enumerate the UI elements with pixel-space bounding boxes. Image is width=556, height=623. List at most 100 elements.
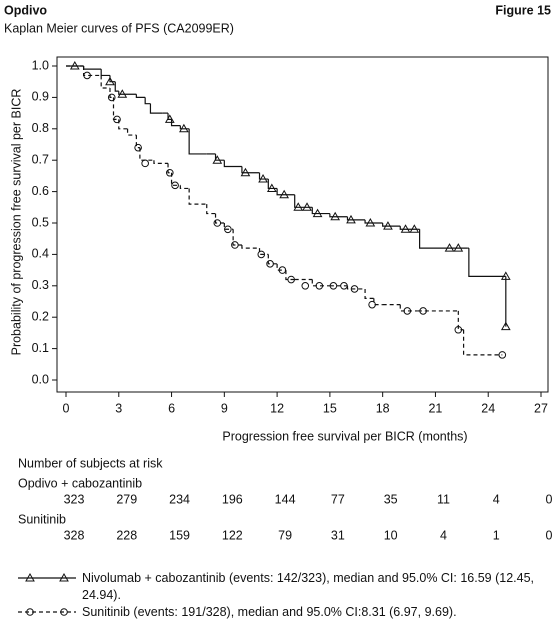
km-step	[214, 213, 225, 224]
censor-mark	[25, 572, 35, 582]
censor-mark	[179, 123, 189, 133]
at-risk-count: 122	[222, 528, 243, 542]
y-tick-label: 0.0	[32, 372, 49, 386]
km-step	[118, 91, 137, 95]
km-step	[241, 244, 260, 249]
censor-mark	[113, 115, 121, 124]
km-step	[311, 207, 330, 215]
censor-mark	[312, 208, 323, 218]
km-step	[232, 229, 242, 246]
at-risk-count: 4	[440, 528, 447, 542]
at-risk-count: 79	[278, 528, 292, 542]
km-step	[139, 147, 154, 161]
km-step	[82, 66, 102, 70]
km-step	[382, 223, 401, 227]
km-step	[109, 87, 114, 98]
chart-title: Kaplan Meier curves of PFS (CA2099ER)	[4, 21, 234, 35]
censor-mark	[83, 71, 91, 80]
censor-mark	[278, 266, 287, 274]
at-risk-count: 0	[546, 492, 553, 506]
km-step	[144, 97, 151, 105]
at-risk-count: 328	[64, 528, 85, 542]
at-risk-count: 31	[331, 528, 345, 542]
km-step	[135, 94, 146, 98]
censor-mark	[453, 243, 464, 252]
at-risk-count: 10	[384, 528, 398, 542]
censor-mark	[498, 351, 507, 359]
censor-mark	[454, 325, 463, 334]
km-step	[170, 119, 181, 127]
at-risk-count: 279	[116, 492, 137, 506]
y-tick-label: 0.8	[32, 121, 49, 135]
km-step	[188, 128, 207, 155]
at-risk-count: 35	[384, 492, 398, 506]
km-step	[276, 188, 295, 196]
km-step	[126, 128, 137, 136]
censor-mark	[165, 168, 174, 177]
km-step	[276, 263, 286, 271]
x-tick-label: 24	[481, 401, 495, 415]
at-risk-count: 1	[493, 528, 500, 542]
y-tick-label: 0.5	[32, 215, 49, 229]
km-step	[346, 216, 366, 221]
censor-mark	[257, 250, 266, 259]
km-step	[100, 75, 110, 89]
km-step	[135, 135, 140, 149]
censor-mark	[293, 202, 304, 211]
x-tick-label: 6	[168, 401, 175, 415]
x-tick-label: 15	[323, 401, 337, 415]
censor-mark	[403, 307, 412, 315]
at-risk-count: 4	[493, 492, 500, 506]
y-tick-label: 0.4	[32, 247, 49, 261]
censor-mark	[117, 89, 128, 98]
censor-mark	[164, 114, 175, 123]
km-step	[258, 248, 269, 255]
km-step	[468, 248, 506, 277]
censor-mark	[350, 285, 359, 293]
x-tick-label: 21	[428, 401, 442, 415]
km-step	[364, 219, 383, 224]
at-risk-count: 77	[331, 492, 345, 506]
km-step	[267, 254, 278, 265]
censor-mark	[134, 143, 142, 152]
at-risk-count: 11	[437, 492, 450, 506]
at-risk-count: 323	[64, 492, 85, 506]
km-step	[399, 304, 418, 312]
y-tick-label: 0.7	[32, 152, 49, 166]
legend-entry: Nivolumab + cabozantinib (events: 142/32…	[82, 571, 535, 602]
y-tick-label: 0.2	[32, 309, 49, 323]
x-axis-label: Progression free survival per BICR (mont…	[222, 429, 467, 443]
km-step	[267, 179, 278, 190]
figure-label: Figure 15	[495, 3, 551, 17]
censor-mark	[346, 214, 356, 224]
censor-mark	[368, 300, 376, 309]
at-risk-count: 196	[222, 492, 243, 506]
censor-mark	[26, 608, 34, 616]
y-tick-label: 0.3	[32, 278, 49, 292]
km-step	[188, 188, 207, 205]
km-step	[179, 185, 190, 190]
censor-mark	[444, 243, 455, 252]
censor-mark	[258, 174, 268, 183]
km-step	[311, 279, 330, 287]
km-step	[364, 288, 374, 299]
censor-mark	[231, 241, 239, 249]
km-step	[82, 66, 102, 77]
x-tick-label: 0	[63, 401, 70, 415]
km-step	[153, 160, 169, 164]
legend-entry: Sunitinib (events: 191/328), median and …	[82, 605, 457, 619]
km-step	[223, 223, 234, 230]
censor-mark	[500, 321, 511, 331]
censor-mark	[340, 282, 348, 290]
censor-mark	[279, 189, 290, 199]
y-tick-label: 0.9	[32, 90, 49, 104]
header: Opdivo	[4, 3, 47, 17]
km-step	[419, 229, 468, 249]
x-tick-label: 12	[270, 401, 284, 415]
km-step	[462, 329, 503, 356]
plot-frame	[56, 56, 549, 393]
censor-mark	[365, 217, 376, 227]
censor-mark	[171, 181, 179, 190]
censor-mark	[212, 155, 223, 164]
km-step	[206, 204, 216, 215]
